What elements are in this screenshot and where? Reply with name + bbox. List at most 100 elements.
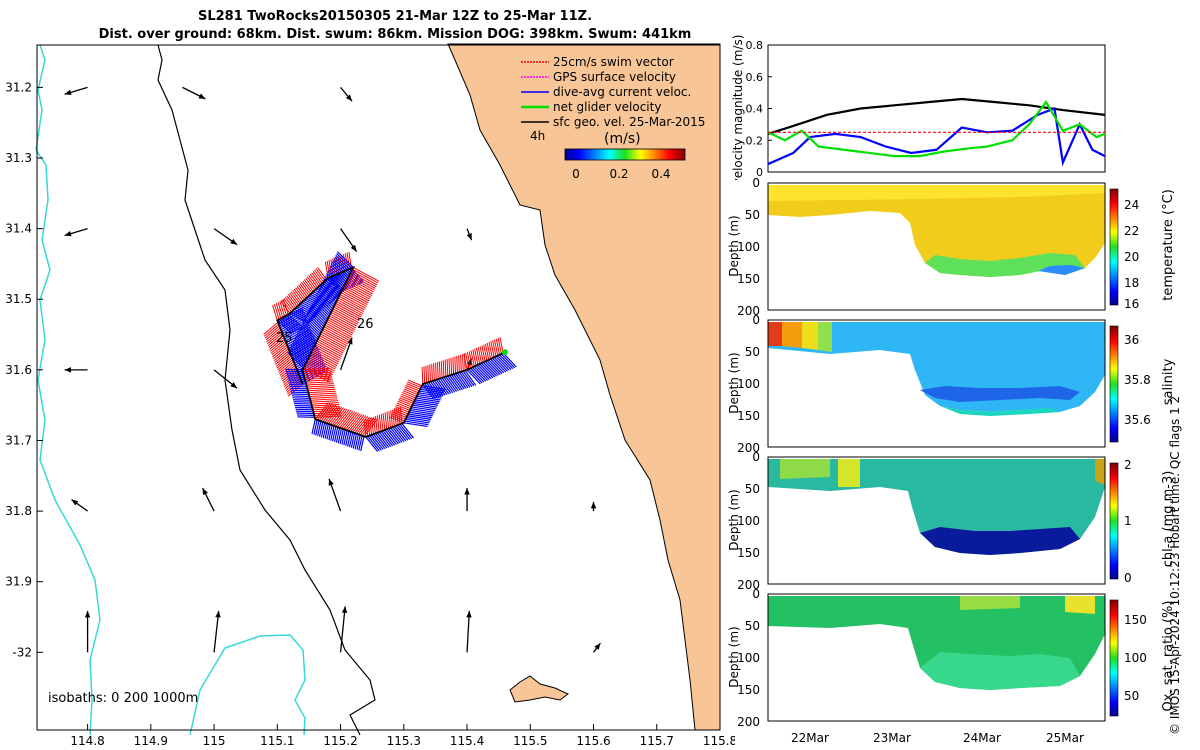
temp-ytick-50: 50 [745, 208, 760, 222]
chla-ytick-150: 150 [737, 546, 760, 560]
chla-colorbar [1109, 462, 1119, 580]
map-ytick-3: 31.5 [5, 292, 32, 306]
legend-note-4h: 4h [530, 129, 545, 143]
day-label-26: 26 [357, 317, 374, 332]
map-legend: 25cm/s swim vector GPS surface velocity … [521, 55, 705, 181]
map-xtick-9: 115.7 [640, 734, 674, 748]
ox-cbar-tick-1: 100 [1124, 651, 1147, 665]
chla-ytick-50: 50 [745, 482, 760, 496]
temp-ytick-0: 0 [752, 176, 760, 190]
date-label-24mar: 24Mar [963, 731, 1001, 745]
chla-ytick-200: 200 [737, 578, 760, 592]
sal-ytick-150: 150 [737, 409, 760, 423]
velocity-ytick-1: 0.2 [746, 134, 764, 147]
chla-panel: Depth (m) 0 50 100 150 200 2 1 0 chl-a (… [727, 450, 1176, 592]
map-xtick-8: 115.6 [576, 734, 610, 748]
map-x-tick-labels: 114.8 114.9 115 115.1 115.2 115.3 115.4 115.5 11… [70, 724, 735, 748]
isobath-note: isobaths: 0 200 1000m [48, 691, 198, 706]
temp-cbar-tick-1: 22 [1124, 224, 1139, 238]
geo-vector-1 [182, 86, 206, 100]
geo-vector-3 [64, 227, 88, 237]
geo-vector-18 [339, 606, 348, 653]
title-line-2: Dist. over ground: 68km. Dist. swum: 86k… [98, 27, 692, 42]
ox-cbar-label: Ox. sat. ratio (%) [1161, 601, 1176, 712]
temp-ytick-100: 100 [737, 240, 760, 254]
temp-cbar-tick-4: 16 [1124, 297, 1139, 311]
map-ytick-5: 31.7 [5, 433, 32, 447]
chla-cbar-tick-1: 1 [1124, 514, 1132, 528]
temp-colorbar [1109, 188, 1119, 306]
island-shape [509, 675, 569, 703]
sal-colorbar [1109, 325, 1119, 443]
section-heatmaps: Depth (m) 0 50 100 150 200 24 22 20 18 1… [727, 176, 1176, 745]
velocity-ytick-0: 0 [756, 166, 763, 179]
date-label-22mar: 22Mar [791, 731, 829, 745]
temperature-panel: Depth (m) 0 50 100 150 200 24 22 20 18 1… [727, 176, 1176, 318]
sal-ytick-100: 100 [737, 377, 760, 391]
temp-cbar-tick-3: 18 [1124, 276, 1139, 290]
sal-ytick-200: 200 [737, 441, 760, 455]
chla-ytick-100: 100 [737, 514, 760, 528]
chla-cbar-label: chl-a (mg m-3) [1161, 471, 1176, 568]
sal-ylabel: Depth (m) [727, 352, 741, 413]
velocity-series-layer [767, 97, 1106, 167]
ox-ytick-50: 50 [745, 619, 760, 633]
map-xtick-5: 115.3 [387, 734, 421, 748]
temp-cbar-tick-2: 20 [1124, 250, 1139, 264]
ox-ytick-100: 100 [737, 651, 760, 665]
geo-vector-19 [466, 610, 472, 653]
day-label-25: 25 [276, 331, 293, 346]
isobath-1000m-east [189, 634, 306, 736]
velocity-series-1 [767, 106, 1106, 167]
temp-ytick-150: 150 [737, 272, 760, 286]
chla-cbar-tick-0: 2 [1124, 458, 1132, 472]
map-ytick-2: 31.4 [5, 222, 32, 236]
figure-title: SL281 TwoRocks20150305 21-Mar 12Z to 25-… [60, 8, 730, 44]
map-ytick-4: 31.6 [5, 363, 32, 377]
chla-ytick-0: 0 [752, 450, 760, 464]
sal-ytick-0: 0 [752, 313, 760, 327]
velocity-ytick-2: 0.4 [746, 103, 764, 116]
map-xtick-3: 115.1 [260, 734, 294, 748]
velocity-ytick-3: 0.6 [746, 71, 764, 84]
map-chart: 114.8 114.9 115 115.1 115.2 115.3 115.4 115.5 11… [5, 43, 735, 748]
track-end-marker [501, 349, 508, 356]
geo-vector-14 [464, 488, 470, 512]
temp-ylabel: Depth (m) [727, 215, 741, 276]
legend-geo-vel: sfc geo. vel. 25-Mar-2015 [553, 115, 705, 129]
velocity-y-ticks: 0 0.2 0.4 0.6 0.8 [746, 39, 772, 179]
temp-ytick-200: 200 [737, 304, 760, 318]
map-xtick-6: 115.4 [450, 734, 484, 748]
colorbar-tick-2: 0.4 [651, 167, 670, 181]
temp-cbar-tick-0: 24 [1124, 198, 1139, 212]
sal-cbar-tick-1: 35.8 [1124, 373, 1151, 387]
legend-gps-velocity: GPS surface velocity [553, 70, 676, 84]
glider-track-line [276, 265, 506, 438]
ox-colorbar [1109, 599, 1119, 717]
sal-ytick-50: 50 [745, 345, 760, 359]
date-label-25mar: 25Mar [1046, 731, 1084, 745]
map-axes-frame [36, 44, 721, 731]
isobath-200m [157, 44, 376, 736]
sal-cbar-tick-2: 35.6 [1124, 413, 1151, 427]
geo-vector-12 [201, 487, 215, 512]
ox-ytick-200: 200 [737, 715, 760, 729]
salinity-panel: Depth (m) 0 50 100 150 200 36 35.8 35.6 … [727, 313, 1176, 455]
geo-vector-17 [213, 610, 221, 653]
map-xtick-0: 114.8 [70, 734, 104, 748]
colorbar-title: (m/s) [604, 131, 641, 147]
map-xtick-1: 114.9 [134, 734, 168, 748]
glider-track-layer [263, 251, 517, 452]
geo-vector-13 [328, 478, 342, 512]
title-line-1: SL281 TwoRocks20150305 21-Mar 12Z to 25-… [197, 9, 593, 24]
temp-cbar-label: temperature (°C) [1161, 189, 1176, 301]
ox-cbar-tick-0: 150 [1124, 613, 1147, 627]
map-xtick-7: 115.5 [513, 734, 547, 748]
isobath-1000m [35, 44, 101, 736]
ox-ytick-150: 150 [737, 683, 760, 697]
velocity-series-0 [767, 97, 1106, 135]
land-area [447, 43, 721, 731]
geo-vector-0 [64, 86, 88, 96]
geo-vector-4 [213, 228, 238, 246]
map-ytick-1: 31.3 [5, 151, 32, 165]
